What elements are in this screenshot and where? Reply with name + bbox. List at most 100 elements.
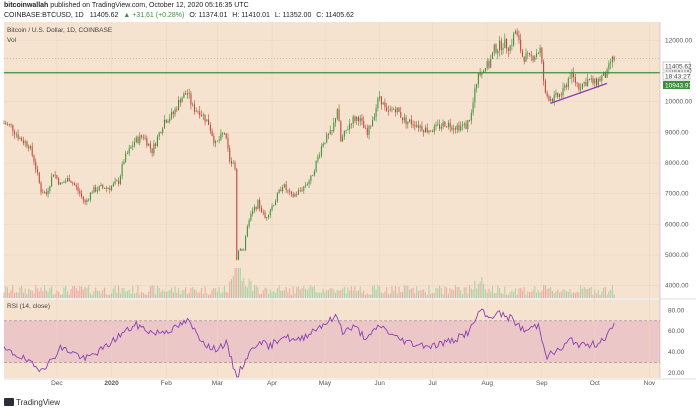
candle-body (232, 162, 234, 164)
volume-bar (10, 290, 12, 298)
volume-bar (264, 287, 266, 298)
candle-body (155, 143, 157, 146)
candle-body (451, 127, 453, 130)
volume-bar (229, 281, 231, 298)
candle-body (89, 192, 91, 200)
candle-body (437, 124, 439, 126)
volume-bar (578, 292, 580, 298)
candle-body (446, 126, 448, 128)
candle-body (412, 124, 414, 125)
volume-bar (271, 292, 273, 298)
volume-bar (135, 292, 137, 298)
volume-bar (179, 294, 181, 298)
volume-bar (163, 291, 166, 298)
candle-body (453, 128, 455, 130)
candle-body (47, 190, 49, 195)
volume-bar (410, 288, 412, 298)
candle-body (95, 187, 97, 192)
volume-bar (521, 290, 523, 298)
rsi-series (3, 308, 615, 378)
volume-bar (430, 293, 432, 298)
volume-bar (6, 287, 9, 298)
volume-bar (576, 291, 578, 298)
high-value: H: 11410.01 (232, 12, 270, 19)
chart-canvas[interactable]: 12000.00 11000.00 10000.00 9000.00 8000.00 70… (0, 22, 696, 390)
candle-body (190, 93, 192, 105)
candle-body (493, 44, 495, 53)
volume-bar (334, 292, 337, 298)
price-panel (4, 22, 660, 298)
volume-bar (433, 292, 435, 298)
candle-body (81, 193, 83, 197)
volume-bar (476, 288, 478, 298)
author-name[interactable]: bitcoinwallah (4, 2, 49, 9)
volume-bar (40, 287, 42, 298)
candle-body (495, 44, 497, 54)
candle-body (156, 136, 158, 146)
rsi-panel (4, 300, 660, 378)
candle-body (264, 212, 266, 219)
candle-body (597, 78, 599, 86)
candle-body (148, 143, 150, 146)
candle-body (193, 104, 195, 112)
volume-bar (507, 294, 509, 298)
volume-bar (375, 289, 377, 298)
candle-body (283, 184, 285, 188)
candle-body (282, 187, 284, 192)
price-tick-label: 5000.00 (665, 252, 689, 259)
rsi-tick-label: 60.00 (668, 328, 685, 335)
volume-bar (322, 288, 324, 298)
volume-bar (213, 288, 215, 298)
candle-body (574, 77, 576, 83)
volume-bar (133, 294, 136, 298)
volume-bar (569, 289, 571, 298)
volume-bar (372, 286, 374, 298)
candle-body (38, 172, 40, 183)
volume-bar (306, 290, 308, 298)
tradingview-logo[interactable]: TradingView (4, 398, 60, 407)
volume-bar (125, 291, 127, 298)
volume-bar (297, 286, 300, 298)
volume-bar (176, 292, 178, 298)
volume-bar (483, 283, 485, 298)
candle-body (347, 129, 349, 131)
rsi-line (3, 308, 615, 378)
time-tick-label: Nov (644, 380, 656, 387)
candle-body (163, 119, 166, 129)
volume-bar (193, 289, 195, 298)
candle-body (185, 93, 187, 95)
volume-bar (357, 290, 359, 298)
volume-bar (35, 285, 37, 298)
candle-body (558, 94, 561, 97)
candle-body (578, 83, 580, 90)
candle-body (234, 162, 236, 169)
candle-body (560, 94, 562, 96)
volume-bar (581, 288, 583, 298)
candle-body (585, 81, 587, 86)
volume-bar (525, 294, 527, 298)
candle-body (257, 199, 259, 210)
candle-body (12, 124, 14, 132)
volume-bar (58, 292, 60, 298)
volume-bar (506, 294, 508, 298)
volume-bar (188, 292, 190, 298)
volume-bar (613, 294, 615, 298)
volume-bar (107, 294, 109, 298)
volume-bar (544, 285, 546, 298)
candle-body (162, 128, 164, 133)
candle-body (82, 196, 84, 201)
volume-bar (250, 281, 252, 298)
volume-bar (421, 290, 423, 298)
candle-body (405, 117, 407, 125)
volume-bar (174, 286, 176, 298)
volume-bar (148, 291, 150, 298)
volume-bar (156, 285, 158, 298)
candle-body (340, 121, 342, 142)
candle-body (504, 39, 506, 49)
candle-body (610, 61, 612, 64)
volume-bar (595, 293, 598, 298)
volume-bar (165, 291, 167, 298)
candle-body (289, 190, 291, 192)
candle-body (255, 206, 257, 210)
candle-body (467, 120, 469, 130)
